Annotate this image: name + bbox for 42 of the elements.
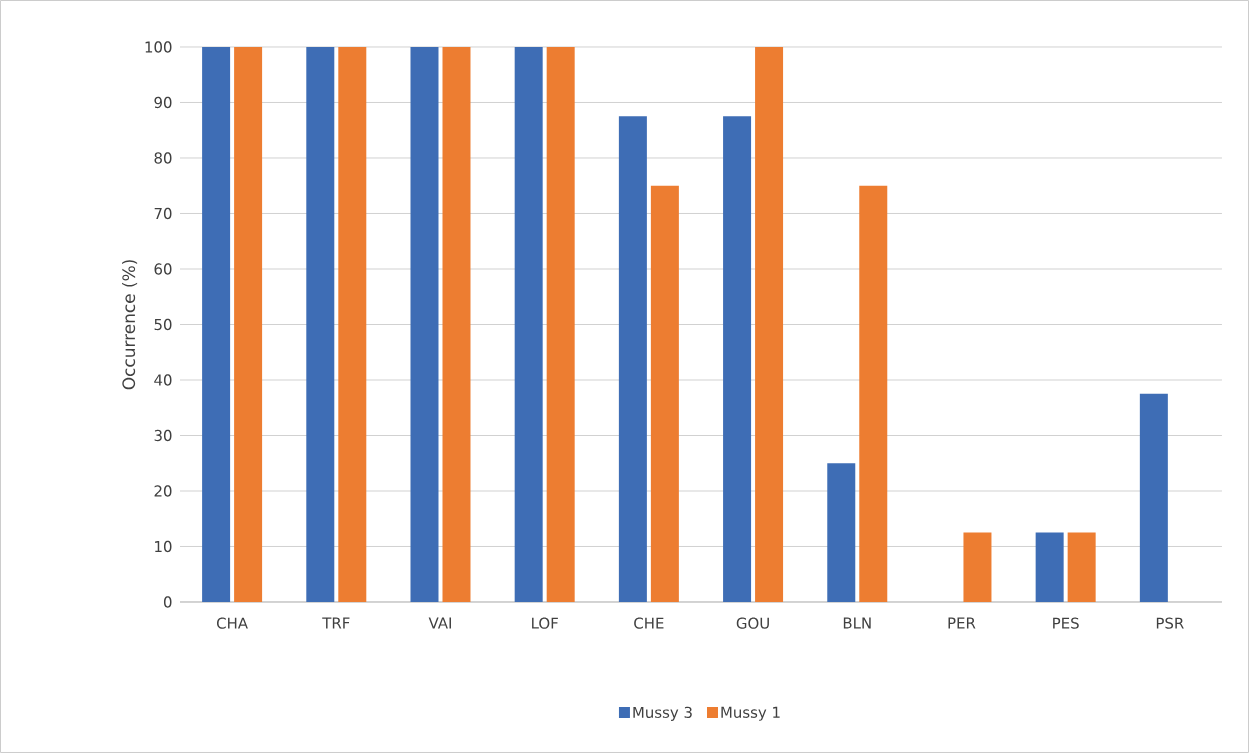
y-axis-title: Occurrence (%): [122, 260, 138, 390]
x-tick-label: CHA: [217, 617, 248, 629]
bar: [859, 185, 888, 602]
x-tick-label: BLN: [843, 617, 871, 629]
bar: [1067, 532, 1096, 602]
bar: [442, 46, 471, 602]
y-tick-label: 90: [154, 96, 172, 109]
bar: [514, 46, 543, 602]
bar: [338, 46, 367, 602]
x-tick-label: PSR: [1156, 617, 1184, 629]
y-tick-label: 20: [154, 485, 172, 497]
x-tick-label: VAI: [428, 617, 451, 629]
bar: [410, 46, 439, 602]
x-tick-label: TRF: [322, 617, 350, 629]
x-tick-label: GOU: [736, 617, 769, 629]
legend-label: Mussy 1: [721, 706, 780, 721]
bar: [202, 46, 231, 602]
y-tick-label: 70: [154, 207, 172, 220]
x-tick-label: LOF: [532, 617, 558, 629]
x-tick-label: CHE: [634, 617, 664, 629]
bar: [1035, 532, 1064, 602]
y-tick-label: 60: [154, 263, 172, 275]
bar: [650, 185, 679, 602]
x-tick-label: PES: [1053, 617, 1079, 629]
y-tick-label: 30: [154, 429, 172, 442]
bar: [723, 116, 752, 602]
bar: [827, 463, 856, 602]
legend-label: Mussy 3: [633, 706, 692, 721]
bar: [306, 46, 335, 602]
bar: [618, 116, 647, 602]
bar: [546, 46, 575, 602]
y-tick-label: 40: [154, 374, 172, 386]
bar: [1139, 393, 1168, 602]
y-tick-label: 10: [155, 540, 172, 553]
bar: [755, 46, 784, 602]
y-tick-label: 50: [154, 318, 172, 331]
bar: [963, 532, 992, 602]
y-tick-label: 100: [145, 41, 172, 53]
y-tick-label: 0: [163, 596, 172, 608]
x-tick-label: PER: [948, 617, 976, 629]
y-tick-label: 80: [154, 152, 172, 164]
bar: [234, 46, 263, 602]
